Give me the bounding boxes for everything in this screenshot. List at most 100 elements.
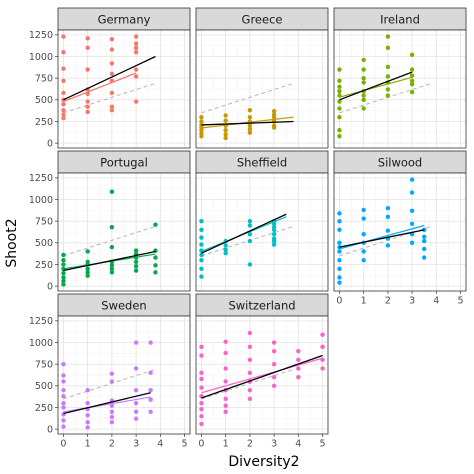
y-tick-label: 750 bbox=[35, 216, 53, 227]
point-sheffield bbox=[223, 251, 228, 256]
point-greece bbox=[247, 114, 253, 120]
point-germany bbox=[85, 36, 90, 41]
point-switzerland bbox=[223, 403, 228, 408]
point-germany bbox=[133, 99, 139, 104]
point-ireland bbox=[361, 57, 366, 63]
point-silwood bbox=[361, 216, 366, 221]
point-sheffield bbox=[271, 238, 277, 244]
point-germany bbox=[109, 90, 115, 96]
point-germany bbox=[133, 74, 139, 79]
point-sweden bbox=[61, 379, 66, 384]
y-tick-label: 0 bbox=[47, 281, 53, 292]
point-portugal bbox=[109, 244, 115, 250]
point-portugal bbox=[133, 248, 139, 253]
x-tick-label: 5 bbox=[320, 439, 326, 450]
point-ireland bbox=[361, 67, 366, 72]
point-sweden bbox=[109, 414, 115, 420]
point-portugal bbox=[85, 273, 90, 278]
point-greece bbox=[247, 123, 253, 129]
point-sheffield bbox=[247, 223, 253, 228]
point-portugal bbox=[85, 249, 90, 254]
point-germany bbox=[85, 109, 90, 115]
point-sweden bbox=[61, 405, 66, 410]
point-silwood bbox=[409, 177, 415, 182]
model-fit-line-germany bbox=[63, 55, 156, 101]
group-fit-line-silwood bbox=[339, 224, 425, 250]
point-switzerland bbox=[247, 370, 253, 376]
point-sweden bbox=[133, 400, 139, 406]
point-silwood bbox=[361, 257, 366, 263]
point-greece bbox=[247, 108, 253, 113]
point-sweden bbox=[109, 403, 115, 408]
point-greece bbox=[199, 119, 204, 124]
point-sweden bbox=[85, 413, 90, 418]
point-greece bbox=[247, 130, 253, 135]
point-germany bbox=[133, 41, 139, 46]
point-switzerland bbox=[223, 366, 228, 371]
point-portugal bbox=[109, 189, 115, 194]
point-ireland bbox=[337, 114, 342, 120]
point-switzerland bbox=[247, 344, 253, 350]
overall-fit-line bbox=[339, 82, 432, 114]
point-ireland bbox=[409, 89, 415, 95]
point-silwood bbox=[337, 275, 342, 280]
point-switzerland bbox=[271, 348, 277, 354]
point-portugal bbox=[109, 270, 115, 275]
point-switzerland bbox=[296, 348, 301, 354]
facet-sheffield: Sheffield bbox=[195, 150, 329, 292]
point-switzerland bbox=[199, 400, 204, 406]
model-fit-line-sheffield bbox=[201, 213, 287, 254]
model-fit-line-portugal bbox=[63, 250, 156, 272]
point-portugal bbox=[61, 262, 66, 267]
point-germany bbox=[85, 104, 90, 109]
point-switzerland bbox=[247, 357, 253, 363]
model-fit-line-switzerland bbox=[201, 354, 323, 399]
y-tick-label: 500 bbox=[35, 238, 53, 249]
point-germany bbox=[109, 71, 115, 77]
point-switzerland bbox=[247, 387, 253, 393]
point-sweden bbox=[61, 373, 66, 378]
point-portugal bbox=[109, 263, 115, 268]
x-axis-title: Diversity2 bbox=[228, 454, 299, 470]
point-ireland bbox=[337, 127, 342, 133]
x-tick-label: 0 bbox=[336, 296, 342, 307]
facet-greece: Greece bbox=[195, 7, 329, 149]
facet-switzerland: Switzerland 0 1 2 3 4 5 bbox=[195, 293, 329, 450]
point-switzerland bbox=[223, 409, 228, 415]
point-sweden bbox=[133, 366, 139, 371]
point-portugal bbox=[61, 275, 66, 280]
point-germany bbox=[133, 45, 139, 51]
point-ireland bbox=[337, 84, 342, 90]
strip-label-germany: Germany bbox=[98, 13, 151, 27]
point-silwood bbox=[409, 221, 415, 226]
point-portugal bbox=[61, 270, 66, 276]
y-tick-label: 750 bbox=[35, 359, 53, 370]
point-ireland bbox=[361, 106, 366, 111]
y-tick-label: 250 bbox=[35, 117, 53, 128]
point-portugal bbox=[133, 259, 139, 265]
x-tick-label: 4 bbox=[433, 296, 439, 307]
point-germany bbox=[61, 90, 66, 96]
point-sheffield bbox=[223, 243, 228, 248]
point-switzerland bbox=[271, 374, 277, 380]
x-tick-label: 3 bbox=[271, 439, 277, 450]
y-tick-label: 250 bbox=[35, 403, 53, 414]
point-portugal bbox=[109, 266, 115, 272]
overall-fit-line bbox=[63, 368, 156, 400]
point-greece bbox=[223, 132, 228, 137]
y-tick-label: 1000 bbox=[29, 52, 53, 63]
point-silwood bbox=[385, 228, 391, 233]
point-ireland bbox=[385, 64, 391, 70]
panel-border-portugal bbox=[57, 172, 191, 292]
point-switzerland bbox=[199, 344, 204, 350]
point-sheffield bbox=[199, 252, 204, 258]
point-ireland bbox=[337, 78, 342, 83]
point-germany bbox=[61, 49, 66, 55]
point-sweden bbox=[133, 387, 139, 393]
x-tick-label: 4 bbox=[157, 439, 163, 450]
overall-fit-line bbox=[201, 225, 294, 257]
point-silwood bbox=[385, 243, 391, 248]
point-sheffield bbox=[247, 231, 253, 237]
point-switzerland bbox=[247, 396, 253, 402]
